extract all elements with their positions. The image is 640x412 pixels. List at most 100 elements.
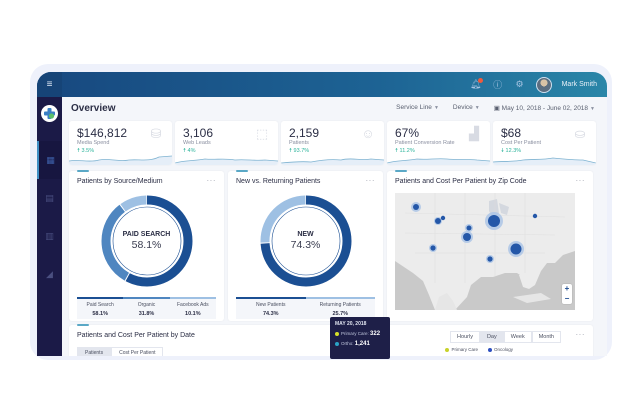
land-mexico [435,293,457,310]
sidebar-item-media[interactable]: ▤ [37,179,62,217]
legend-value: 58.1% [92,311,108,317]
device-dropdown[interactable]: Device ▼ [453,104,480,112]
more-options-button[interactable]: ··· [365,176,375,185]
main-content: Overview Service Line ▼ Device ▼ ▣ May 10,… [62,97,607,356]
legend-name: Oncology [493,347,513,352]
sidebar-item-reports[interactable]: ▥ [37,217,62,255]
menu-icon[interactable]: ≡ [37,72,62,97]
legend-item[interactable]: Organic 31.8% [123,299,169,319]
kpi-card[interactable]: $68 Cost Per Patient 🠇 12.3% ⛀ [493,121,596,165]
sparkline [69,155,172,165]
kpi-delta: 🠅 3.5% [77,147,94,156]
legend-name: Returning Patients [319,302,361,308]
period-day[interactable]: Day [479,331,504,343]
legend-item[interactable]: New Patients 74.3% [236,299,306,319]
donut-segment-new-patients[interactable] [260,195,351,287]
kpi-card[interactable]: 2,159 Patients 🠅 93.7% ☺ [281,121,384,165]
kpi-value: 3,106 [183,126,214,140]
tooltip-row: Primary Care: 322 [335,331,385,337]
tooltip-row-value: 322 [370,331,381,337]
sparkline [493,157,596,165]
legend-item[interactable]: Facebook Ads 10.1% [170,299,216,319]
more-options-button[interactable]: ··· [206,176,216,185]
sidebar-item-analytics[interactable]: ◢ [37,255,62,293]
arrow-down-icon: 🠇 [501,148,505,154]
zoom-in-button[interactable]: + [564,284,570,293]
zip-code-map-card: Patients and Cost Per Patient by Zip Cod… [387,170,593,321]
more-options-button[interactable]: ··· [575,330,585,339]
gear-icon[interactable]: ⚙ [515,79,524,89]
source-medium-card: Patients by Source/Medium ··· PAID SEARC… [69,170,224,321]
tab-cost-per-patient[interactable]: Cost Per Patient [111,347,164,356]
kpi-delta: 🠅 4% [183,147,196,156]
device-label: Device [452,104,473,111]
page-title: Overview [71,103,116,114]
bell-icon[interactable]: 🔔︎ [469,77,483,89]
tooltip-dot [335,341,339,346]
kpi-card[interactable]: $146,812 Media Spend 🠅 3.5% ⛁ [69,121,172,165]
legend-item[interactable]: Primary Care [445,347,478,352]
donut-segment-returning-patients[interactable] [260,195,351,287]
card-accent [236,170,248,172]
sparkline [175,158,278,165]
sparkline [387,158,490,165]
kpi-delta-value: 4% [187,148,196,154]
legend-value: 31.8% [138,311,155,317]
help-icon[interactable]: ⓘ [493,80,503,90]
legend-name: Organic [137,302,156,308]
map-view[interactable]: + − [395,193,575,310]
service-line-label: Service Line [396,104,432,111]
arrow-up-icon: 🠅 [77,148,81,154]
card-title: Patients and Cost Per Patient by Date [77,332,195,339]
legend-value: 25.7% [332,311,349,317]
chevron-down-icon: ▼ [590,106,595,112]
period-hourly[interactable]: Hourly [450,331,480,343]
kpi-delta-value: 93.7% [293,148,310,154]
legend-item[interactable]: Oncology [487,347,513,352]
kpi-row: $146,812 Media Spend 🠅 3.5% ⛁ 3,106 Web … [69,121,596,165]
more-options-button[interactable]: ··· [575,176,585,185]
period-week[interactable]: Week [503,331,532,343]
zoom-out-button[interactable]: − [564,294,570,303]
legend-name: Primary Care [451,347,478,352]
chart-tooltip: MAY 20, 2018 Primary Care: 322 Ortho: 1,2… [330,317,390,359]
user-name[interactable]: Mark Smith [561,81,597,88]
legend-item[interactable]: Returning Patients 25.7% [306,299,376,319]
donut-center-label: PAID SEARCH [122,231,171,238]
kpi-value: 2,159 [289,126,320,140]
service-line-dropdown[interactable]: Service Line ▼ [396,104,439,112]
avatar[interactable] [535,76,552,93]
source-donut [69,191,224,291]
top-bar: ≡ 🔔︎ ⓘ ⚙ Mark Smith [37,72,607,97]
donut-segment-organic[interactable] [101,195,192,287]
donut-segment-paid-search[interactable] [101,195,192,287]
kpi-card[interactable]: 67% Patient Conversion Rate 🠅 11.2% ▟ [387,121,490,165]
sidebar-item-dashboard[interactable]: ▦ [37,141,62,179]
legend-dot [445,347,450,352]
period-selector: Hourly Day Week Month [450,331,561,343]
kpi-value: $146,812 [77,126,128,140]
kpi-value: 67% [395,126,420,140]
logo-icon[interactable] [41,105,58,122]
legend-bar-segment [169,297,216,299]
period-month[interactable]: Month [531,331,561,343]
kpi-card[interactable]: 3,106 Web Leads 🠅 4% ⬚ [175,121,278,165]
kpi-label: Patient Conversion Rate [395,140,455,146]
legend-bar-segment [77,297,124,299]
date-range-picker[interactable]: ▣ May 10, 2018 - June 02, 2018 ▼ [494,104,595,112]
donut-center-value: 74.3% [290,239,321,251]
map-zoom-control: + − [562,284,572,304]
legend-dot [487,347,492,352]
card-title: Patients and Cost Per Patient by Zip Cod… [395,178,527,185]
legend-item[interactable]: Paid Search 58.1% [77,299,123,319]
donut-center-label: NEW [297,231,314,238]
chevron-down-icon: ▼ [474,105,480,111]
chart-icon: ◢ [46,268,53,279]
metric-tabs: Patients Cost Per Patient [77,347,164,356]
legend-box: Paid Search 58.1% Organic 31.8% Facebook A… [77,299,216,319]
card-title: New vs. Returning Patients [236,178,321,185]
tab-patients[interactable]: Patients [77,347,112,356]
kpi-value: $68 [501,126,522,140]
tooltip-row: Ortho: 1,241 [335,341,385,347]
kpi-delta: 🠅 11.2% [395,147,415,156]
